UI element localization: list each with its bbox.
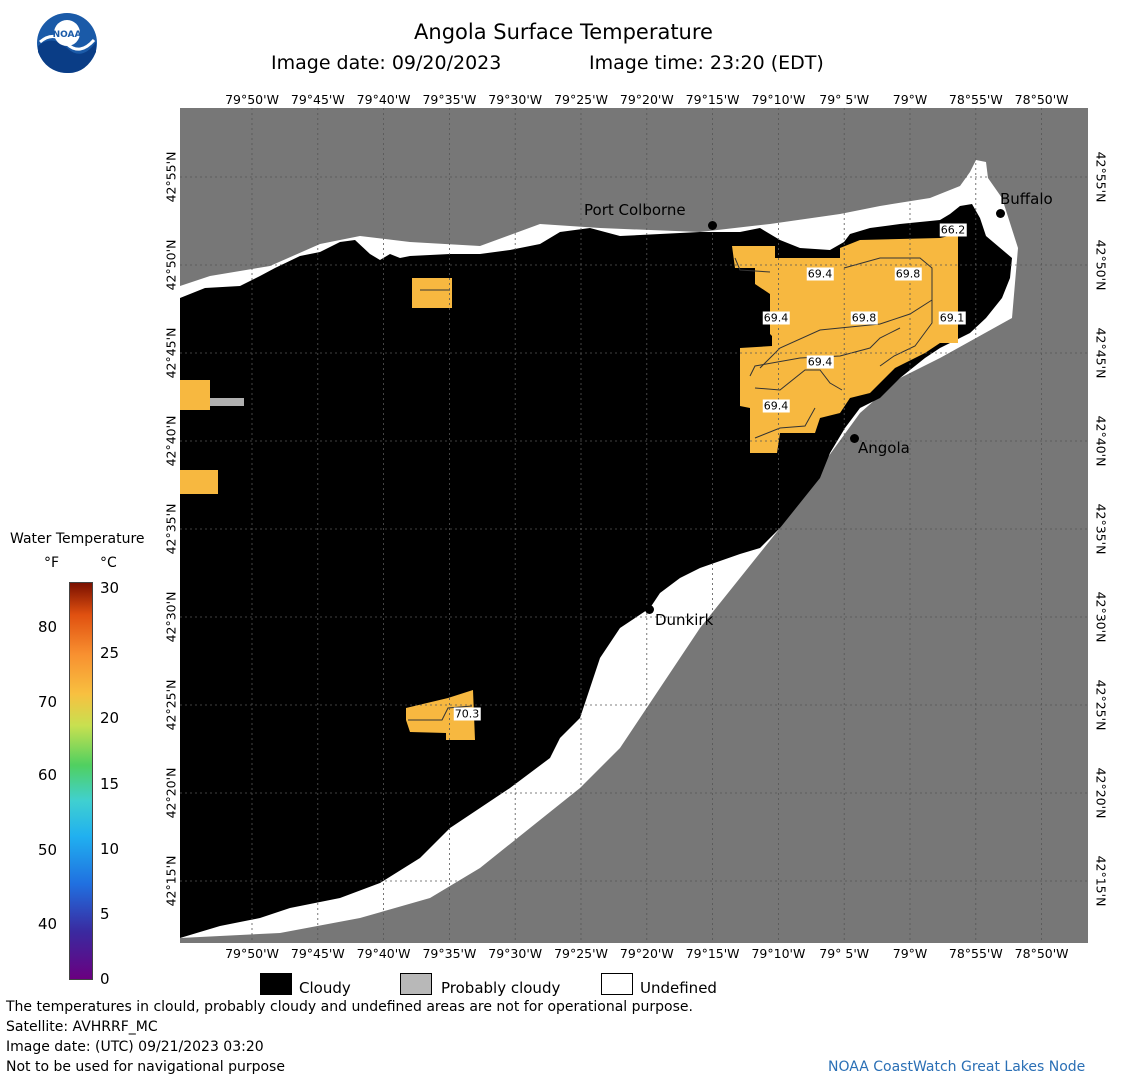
lat-tick-label: 42°20'N: [1093, 767, 1109, 819]
lon-tick-label: 79°50'W: [225, 92, 279, 107]
credit: NOAA CoastWatch Great Lakes Node: [828, 1059, 1086, 1075]
image-date: Image date: 09/20/2023: [271, 52, 502, 74]
colorbar: [69, 582, 93, 980]
legend-undefined-label: Undefined: [640, 979, 717, 997]
colorbar-c-tick: 0: [100, 970, 110, 989]
place-buffalo: Buffalo: [1000, 190, 1053, 208]
contour-label: 70.3: [453, 707, 481, 721]
place-dunkirk: Dunkirk: [655, 611, 714, 629]
contour-label: 69.4: [762, 399, 790, 413]
lat-tick-label: 42°15'N: [1093, 855, 1109, 907]
lon-tick-label: 79°50'W: [225, 946, 279, 961]
legend-undefined-swatch: [601, 973, 633, 995]
colorbar-title: Water Temperature: [10, 531, 145, 547]
lon-tick-label: 79°10'W: [751, 92, 806, 107]
contour-lines: [408, 257, 933, 721]
lat-tick-label: 42°30'N: [1093, 591, 1109, 643]
map-title: Angola Surface Temperature: [414, 20, 713, 44]
lon-tick-label: 79°35'W: [422, 946, 477, 961]
contour-label: 69.8: [850, 311, 878, 325]
lat-tick-label: 42°35'N: [163, 503, 179, 555]
lon-tick-label: 78°55'W: [948, 946, 1003, 961]
colorbar-f-tick: 80: [38, 618, 58, 636]
unit-fahrenheit: °F: [44, 555, 60, 571]
colorbar-c-tick: 20: [100, 709, 120, 728]
warm-water-patches: [180, 234, 958, 740]
lat-tick-label: 42°40'N: [163, 415, 179, 467]
nav-warning: Not to be used for navigational purpose: [6, 1059, 285, 1075]
contour-label: 66.2: [939, 223, 967, 237]
lon-tick-label: 79°40'W: [356, 92, 411, 107]
lat-tick-label: 42°15'N: [163, 855, 179, 907]
lon-tick-label: 79°25'W: [554, 92, 608, 107]
legend-cloudy-label: Cloudy: [299, 979, 351, 997]
legend-probably-cloudy-swatch: [400, 973, 432, 995]
utc-date: Image date: (UTC) 09/21/2023 03:20: [6, 1039, 264, 1055]
sst-map: [180, 108, 1088, 943]
lon-tick-label: 79°15'W: [685, 946, 740, 961]
contour-label: 69.4: [806, 355, 834, 369]
lon-tick-label: 79°45'W: [290, 946, 345, 961]
lon-tick-label: 79°40'W: [356, 946, 411, 961]
map-grid: [180, 108, 1088, 943]
lon-tick-label: 79°35'W: [422, 92, 477, 107]
lon-tick-label: 78°55'W: [948, 92, 1003, 107]
place-angola: Angola: [858, 439, 910, 457]
lon-tick-label: 79°25'W: [554, 946, 608, 961]
colorbar-c-tick: 30: [100, 579, 120, 597]
lon-tick-label: 79°10'W: [751, 946, 806, 961]
unit-celsius: °C: [100, 555, 117, 571]
colorbar-f-tick: 70: [38, 693, 58, 711]
lat-tick-label: 42°45'N: [1093, 327, 1109, 379]
lon-tick-label: 79°W: [892, 946, 928, 961]
lat-tick-label: 42°25'N: [163, 679, 179, 731]
lon-tick-label: 79°45'W: [290, 92, 345, 107]
lat-tick-label: 42°25'N: [1093, 679, 1109, 731]
lat-tick-label: 42°50'N: [1093, 239, 1109, 291]
contour-label: 69.1: [938, 311, 966, 325]
lon-tick-label: 78°50'W: [1014, 946, 1069, 961]
dunkirk-marker: [645, 605, 654, 614]
lon-tick-label: 79°20'W: [619, 92, 674, 107]
lon-tick-label: 79° 5'W: [819, 946, 870, 961]
colorbar-f-tick: 40: [38, 915, 58, 933]
lon-tick-label: 79°30'W: [488, 946, 543, 961]
lon-tick-label: 78°50'W: [1014, 92, 1069, 107]
colorbar-c-tick: 25: [100, 644, 120, 663]
lon-tick-label: 79°W: [892, 92, 928, 107]
lon-tick-label: 79° 5'W: [819, 92, 870, 107]
lat-tick-label: 42°30'N: [163, 591, 179, 643]
angola-marker: [850, 434, 859, 443]
contour-label: 69.4: [762, 311, 790, 325]
buffalo-marker: [996, 209, 1005, 218]
disclaimer: The temperatures in clould, probably clo…: [6, 999, 693, 1015]
contour-label: 69.8: [894, 267, 922, 281]
colorbar-c-tick: 5: [100, 905, 110, 923]
lat-tick-label: 42°35'N: [1093, 503, 1109, 555]
lat-tick-label: 42°20'N: [163, 767, 179, 819]
svg-text:NOAA: NOAA: [53, 30, 82, 40]
lat-tick-label: 42°55'N: [1093, 151, 1109, 203]
lon-tick-label: 79°30'W: [488, 92, 543, 107]
lat-tick-label: 42°40'N: [1093, 415, 1109, 467]
lat-tick-label: 42°55'N: [163, 151, 179, 203]
lon-tick-label: 79°15'W: [685, 92, 740, 107]
colorbar-f-tick: 60: [38, 766, 58, 784]
lat-tick-label: 42°50'N: [163, 239, 179, 291]
contour-label: 69.4: [806, 267, 834, 281]
port-colborne-marker: [708, 221, 717, 230]
image-time: Image time: 23:20 (EDT): [589, 52, 824, 74]
legend-cloudy-swatch: [260, 973, 292, 995]
probably-cloudy-patch: [210, 398, 244, 406]
colorbar-c-tick: 15: [100, 774, 120, 793]
lat-tick-label: 42°45'N: [163, 327, 179, 379]
legend-probably-cloudy-label: Probably cloudy: [441, 979, 561, 997]
noaa-logo-icon: NOAA: [36, 12, 98, 74]
place-port-colborne: Port Colborne: [584, 201, 686, 219]
satellite-info: Satellite: AVHRRF_MC: [6, 1019, 158, 1035]
lon-tick-label: 79°20'W: [619, 946, 674, 961]
colorbar-f-tick: 50: [38, 841, 58, 859]
colorbar-c-tick: 10: [100, 839, 120, 858]
